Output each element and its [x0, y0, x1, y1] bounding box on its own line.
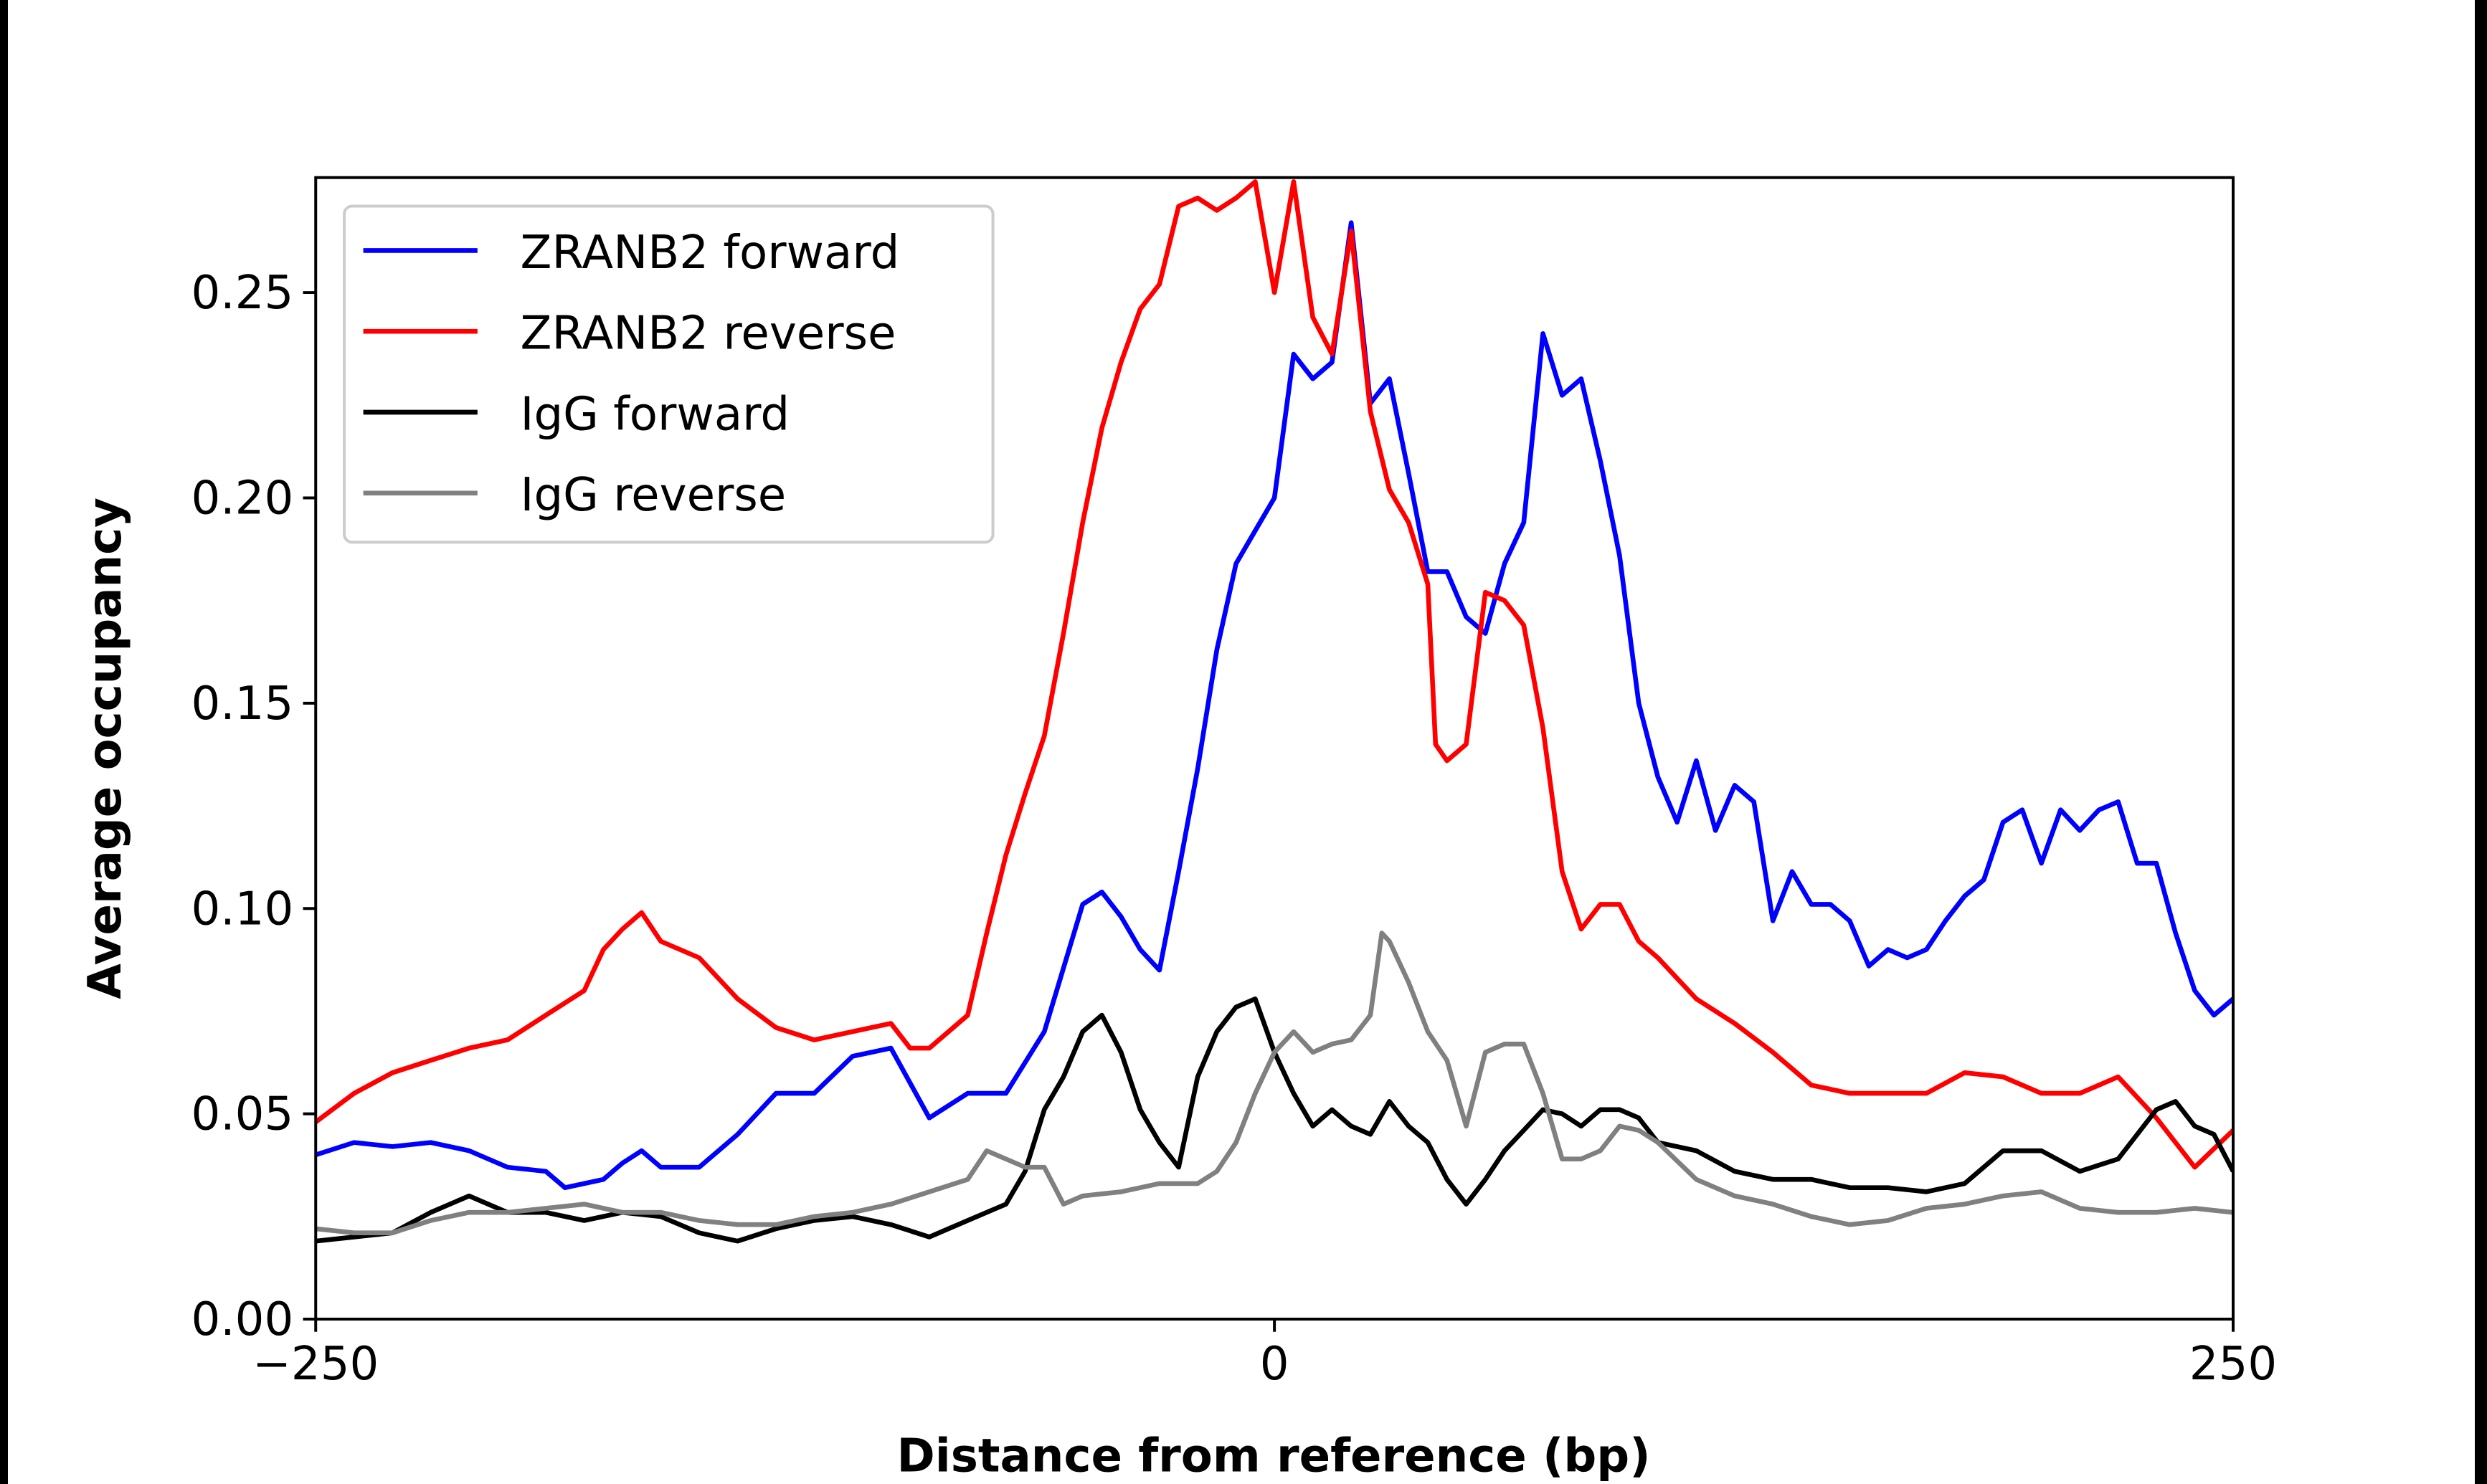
- y-tick-label: 0.05: [191, 1088, 294, 1141]
- y-tick-label: 0.15: [191, 677, 294, 731]
- series-line-1: [316, 179, 2234, 1170]
- legend: ZRANB2 forward ZRANB2 reverse IgG forward I…: [343, 204, 995, 544]
- left-border: [0, 0, 8, 1484]
- y-tick-label: 0.25: [191, 266, 294, 320]
- x-tick-label: −250: [252, 1337, 379, 1391]
- y-axis-label: Average occupancy: [78, 498, 132, 999]
- y-tick-label: 0.10: [191, 882, 294, 936]
- series-line-0: [316, 220, 2234, 1190]
- legend-box: [343, 204, 995, 544]
- x-axis-label: Distance from reference (bp): [897, 1429, 1651, 1483]
- series-layer: [316, 179, 2234, 1244]
- legend-label: IgG reverse: [521, 468, 787, 522]
- right-border: [2475, 0, 2487, 1484]
- x-tick-label: 250: [2189, 1337, 2277, 1391]
- y-tick-label: 0.00: [191, 1293, 294, 1346]
- legend-label: ZRANB2 reverse: [521, 307, 896, 361]
- axis-ticks: −250 0 250 0.00 0.05 0.10 0.15 0.20 0.25: [191, 266, 2278, 1391]
- legend-label: ZRANB2 forward: [521, 226, 900, 280]
- legend-label: IgG forward: [521, 387, 790, 441]
- series-line-3: [316, 931, 2234, 1236]
- x-tick-label: 0: [1260, 1337, 1289, 1391]
- y-tick-label: 0.20: [191, 472, 294, 525]
- series-line-2: [316, 996, 2234, 1244]
